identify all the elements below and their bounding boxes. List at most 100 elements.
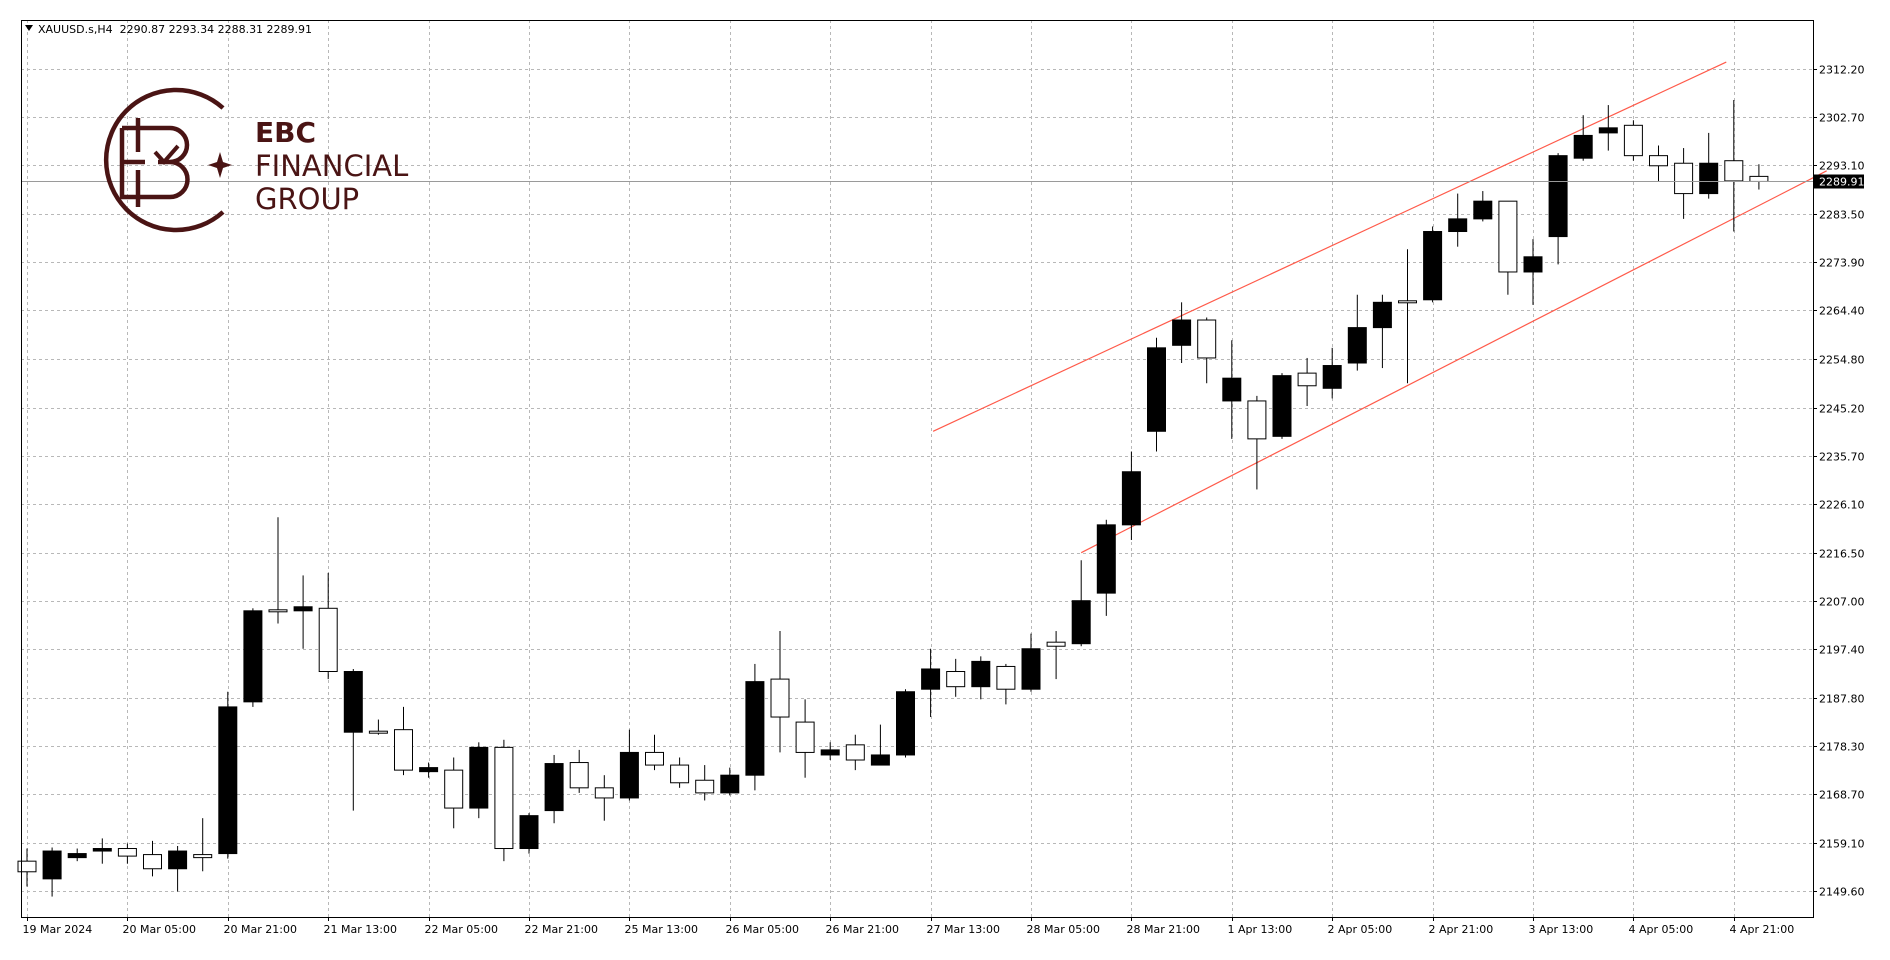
candle (1699, 132, 1719, 199)
candle-body (293, 606, 313, 612)
y-tick-label: 2187.80 (1819, 693, 1865, 706)
candle (594, 775, 614, 821)
x-tick-label: 26 Mar 21:00 (826, 923, 899, 936)
candle (17, 848, 37, 887)
y-tick-label: 2312.20 (1819, 64, 1865, 77)
channel-line (1080, 170, 1827, 554)
candle-body (1498, 200, 1518, 273)
candle (1297, 357, 1317, 406)
candle (1649, 145, 1668, 181)
candle (1172, 302, 1192, 364)
candle-body (569, 762, 589, 789)
candle-body (921, 668, 941, 690)
candle-body (1121, 471, 1141, 526)
candle (519, 813, 539, 854)
candle (695, 765, 715, 801)
candle-body (695, 779, 715, 794)
candle-body (1523, 256, 1543, 273)
candle-body (1372, 301, 1392, 329)
candle-body (168, 850, 188, 870)
x-tick-label: 28 Mar 21:00 (1127, 923, 1200, 936)
candle-body (494, 746, 514, 850)
candle-body (996, 665, 1016, 690)
candle (921, 648, 941, 718)
candle-body (1172, 319, 1192, 346)
x-tick-label: 21 Mar 13:00 (324, 923, 397, 936)
y-tick-label: 2168.70 (1819, 789, 1865, 802)
candle (218, 691, 238, 859)
candle (1473, 191, 1493, 222)
y-tick-label: 2178.30 (1819, 741, 1865, 754)
candle-body (1197, 319, 1217, 359)
candle-body (820, 749, 840, 756)
candle-body (544, 763, 564, 812)
plot-frame (21, 20, 1814, 918)
candle (494, 739, 514, 862)
y-tick-label: 2254.80 (1819, 354, 1865, 367)
candle-body (1598, 127, 1618, 134)
candle (795, 699, 815, 778)
candle (996, 663, 1016, 705)
candle (293, 575, 313, 649)
symbol-ohlc-label: XAUUSD.s,H4 2290.87 2293.34 2288.31 2289… (38, 23, 312, 36)
x-tick-label: 25 Mar 13:00 (625, 923, 698, 936)
symbol-header: XAUUSD.s,H4 2290.87 2293.34 2288.31 2289… (25, 23, 312, 36)
candle-body (720, 774, 740, 794)
candle-body (1322, 365, 1342, 389)
candle (745, 663, 765, 791)
y-tick-label: 2245.20 (1819, 403, 1865, 416)
candle (720, 767, 740, 796)
candle (1347, 294, 1367, 371)
candle-body (1473, 200, 1493, 220)
candle (1498, 200, 1518, 295)
x-tick-label: 27 Mar 13:00 (927, 923, 1000, 936)
dropdown-triangle-icon[interactable] (25, 25, 33, 31)
candle-body (1272, 375, 1292, 437)
candle (268, 517, 288, 624)
candle-body (845, 744, 865, 761)
last-price-value: 2289.91 (1819, 176, 1865, 189)
candle-body (594, 787, 614, 799)
candle-body (1222, 377, 1242, 402)
grid-lines (21, 20, 1813, 917)
candle (1147, 337, 1166, 452)
candle-body (1724, 160, 1744, 182)
y-tick-label: 2293.10 (1819, 160, 1865, 173)
candle-body (870, 754, 890, 766)
candle-body (645, 751, 664, 766)
candle (896, 689, 915, 758)
candle-body (1147, 347, 1166, 432)
candle (1046, 631, 1066, 680)
candle-body (1623, 124, 1643, 157)
x-tick-label: 20 Mar 05:00 (123, 923, 196, 936)
candle (67, 848, 87, 862)
candle (318, 572, 338, 680)
candle-body (318, 607, 338, 673)
candle-body (1347, 327, 1367, 364)
candle-body (1046, 641, 1066, 647)
x-tick-label: 2 Apr 21:00 (1429, 923, 1494, 936)
candles (17, 100, 1769, 897)
x-tick-label: 22 Mar 21:00 (525, 923, 598, 936)
candle-body (619, 751, 639, 799)
candle-body (1573, 134, 1593, 159)
x-tick-label: 22 Mar 05:00 (425, 923, 498, 936)
candle-body (218, 706, 238, 855)
candle-body (17, 860, 37, 873)
candle (117, 843, 137, 864)
candle-body (117, 848, 137, 857)
y-tick-label: 2226.10 (1819, 499, 1865, 512)
candle-body (143, 854, 162, 870)
candle (1197, 317, 1217, 384)
x-tick-label: 4 Apr 05:00 (1629, 923, 1694, 936)
candle-body (946, 671, 966, 688)
candle (444, 757, 464, 829)
candle-body (419, 767, 439, 773)
candle-body (1021, 648, 1041, 690)
y-tick-label: 2207.00 (1819, 596, 1865, 609)
candle (1021, 633, 1041, 692)
candle-body (394, 729, 413, 771)
candle-body (243, 610, 263, 703)
